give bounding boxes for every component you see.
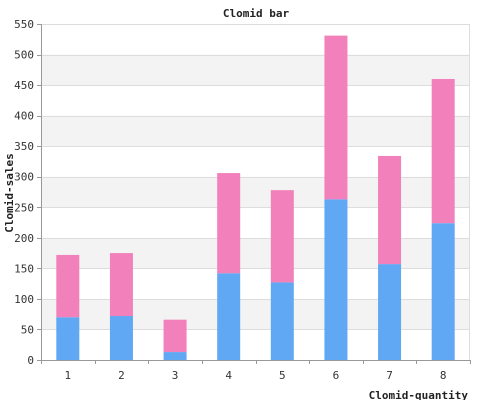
y-tick-label: 450	[14, 79, 34, 92]
x-tick-label: 2	[118, 369, 125, 382]
grid-band	[41, 298, 470, 330]
grid-band	[41, 146, 470, 177]
grid-band	[41, 237, 470, 269]
bar-segment-series-2	[217, 173, 241, 274]
y-tick-label: 100	[14, 293, 34, 306]
bar-segment-series-1	[378, 264, 402, 360]
x-tick-label: 3	[172, 369, 179, 382]
bar-segment-series-1	[431, 223, 455, 360]
y-tick-label: 0	[27, 354, 34, 367]
bars	[56, 35, 455, 360]
y-tick-label: 500	[14, 49, 34, 62]
x-axis-label: Clomid-quantity	[369, 389, 469, 400]
grid-band	[41, 24, 470, 55]
grid-band	[41, 115, 470, 147]
bar-segment-series-2	[163, 319, 187, 353]
y-tick-label: 350	[14, 140, 34, 153]
y-tick-label: 50	[21, 323, 34, 336]
y-tick-labels: 0 50 100 150 200 250 300 350 400 450 500 550	[14, 18, 34, 367]
y-tick-label: 250	[14, 201, 34, 214]
chart-title: Clomid bar	[223, 7, 290, 20]
bar-segment-series-2	[56, 254, 80, 318]
bar-segment-series-2	[378, 155, 402, 265]
y-tick-label: 400	[14, 110, 34, 123]
y-tick-label: 200	[14, 232, 34, 245]
grid-band	[41, 176, 470, 208]
grid-band	[41, 54, 470, 86]
bar-segment-series-2	[270, 190, 294, 283]
bar-segment-series-1	[109, 316, 133, 360]
x-tick-label: 6	[333, 369, 340, 382]
axes	[37, 24, 471, 364]
bar-segment-series-2	[431, 78, 455, 224]
bar-segment-series-1	[56, 317, 80, 360]
bar-segment-series-1	[163, 352, 187, 360]
grid-band	[41, 207, 470, 238]
bar-segment-series-2	[109, 253, 133, 317]
bar-segment-series-1	[270, 282, 294, 360]
x-tick-label: 1	[65, 369, 72, 382]
bar-segment-series-2	[324, 35, 348, 200]
grid-band	[41, 85, 470, 116]
grid-band	[41, 329, 470, 360]
bar-segment-series-1	[217, 273, 241, 360]
x-tick-label: 5	[279, 369, 286, 382]
y-tick-label: 550	[14, 18, 34, 31]
y-tick-label: 150	[14, 262, 34, 275]
x-tick-label: 8	[440, 369, 447, 382]
x-tick-label: 4	[225, 369, 232, 382]
y-axis-label: Clomid-sales	[3, 153, 16, 232]
x-tick-label: 7	[386, 369, 393, 382]
y-tick-label: 300	[14, 171, 34, 184]
plot-background	[41, 24, 470, 360]
grid-band	[41, 268, 470, 299]
x-tick-labels: 1 2 3 4 5 6 7 8	[65, 369, 447, 382]
bar-segment-series-1	[324, 199, 348, 360]
